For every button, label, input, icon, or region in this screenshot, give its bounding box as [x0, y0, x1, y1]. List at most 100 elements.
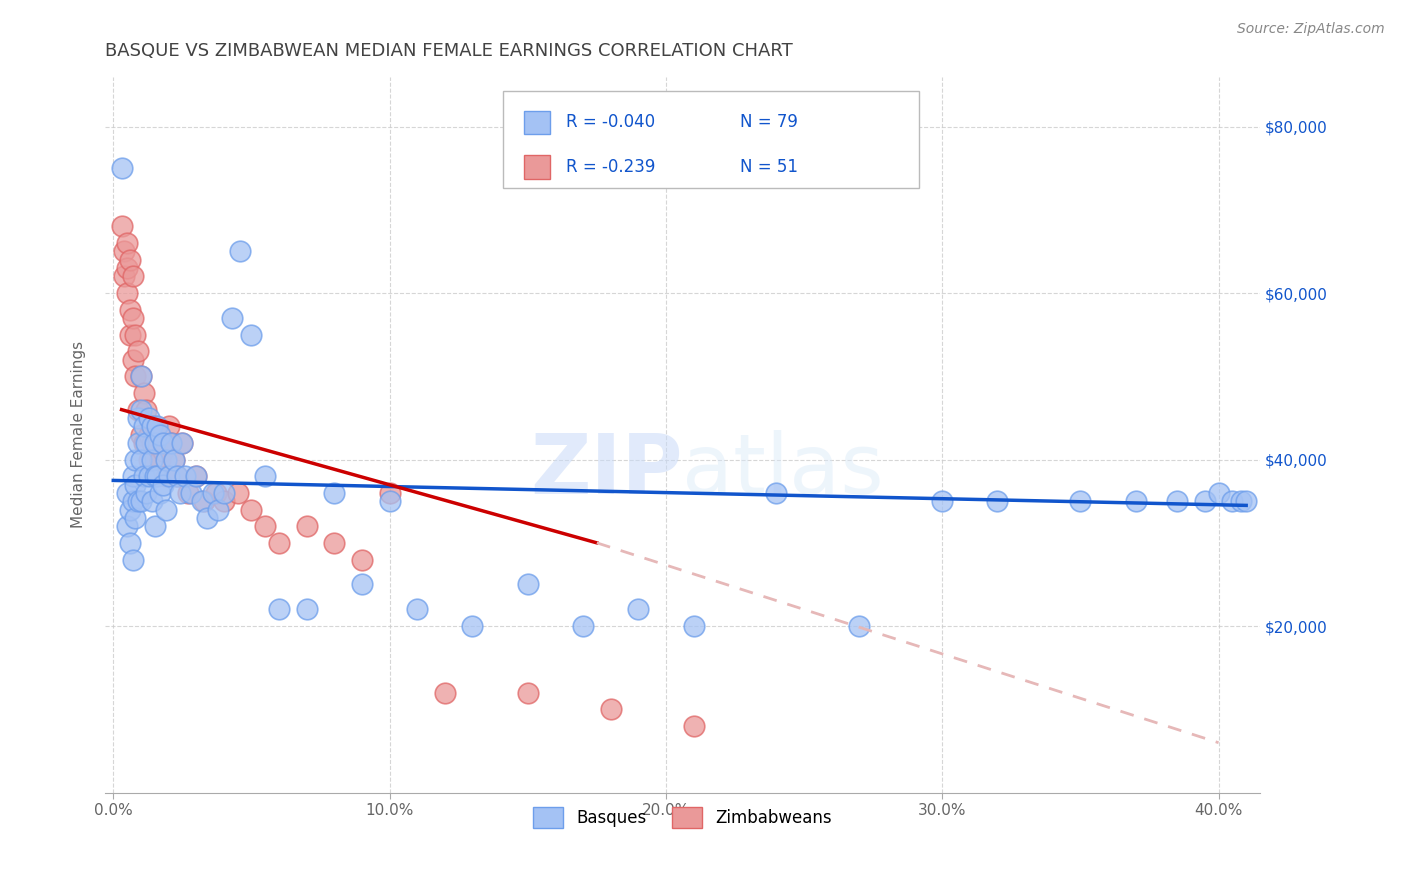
Point [124, 477, 146, 491]
Point [765, 486, 787, 500]
Point [1069, 494, 1091, 508]
Point [138, 452, 160, 467]
Point [229, 244, 252, 259]
Point [599, 702, 621, 716]
Point [127, 436, 149, 450]
Point [115, 261, 138, 276]
Point [118, 302, 141, 317]
Point [516, 686, 538, 700]
Point [378, 486, 401, 500]
Point [1166, 494, 1188, 508]
Point [141, 452, 163, 467]
Point [141, 419, 163, 434]
Point [129, 427, 152, 442]
Point [155, 502, 177, 516]
Point [155, 452, 177, 467]
Point [146, 436, 169, 450]
Point [112, 269, 135, 284]
Point [121, 311, 143, 326]
Point [1234, 494, 1257, 508]
Point [1194, 494, 1216, 508]
Point [138, 469, 160, 483]
Point [186, 469, 208, 483]
Text: atlas: atlas [682, 430, 884, 511]
Point [186, 469, 208, 483]
Point [682, 619, 704, 633]
Point [127, 344, 149, 359]
Point [118, 536, 141, 550]
Point [180, 486, 202, 500]
Text: R = -0.040: R = -0.040 [565, 113, 655, 131]
Point [163, 452, 186, 467]
Point [267, 536, 290, 550]
Point [682, 719, 704, 733]
Point [115, 286, 138, 301]
Point [146, 419, 169, 434]
Point [149, 427, 172, 442]
Point [174, 469, 197, 483]
Point [143, 469, 166, 483]
Legend: Basques, Zimbabweans: Basques, Zimbabweans [527, 801, 838, 834]
Point [240, 327, 263, 342]
Point [155, 469, 177, 483]
Point [121, 352, 143, 367]
Point [118, 252, 141, 267]
Point [195, 511, 218, 525]
Point [986, 494, 1008, 508]
Point [193, 494, 215, 508]
Point [149, 452, 172, 467]
Point [207, 502, 229, 516]
Point [110, 161, 132, 176]
Point [160, 436, 183, 450]
Point [132, 436, 155, 450]
Point [172, 436, 194, 450]
Point [516, 577, 538, 591]
FancyBboxPatch shape [524, 111, 550, 135]
Point [152, 436, 174, 450]
Point [132, 386, 155, 401]
Point [143, 519, 166, 533]
Point [121, 469, 143, 483]
Point [190, 494, 212, 508]
Point [152, 477, 174, 491]
Point [143, 419, 166, 434]
FancyBboxPatch shape [503, 91, 920, 187]
Point [115, 486, 138, 500]
Point [169, 486, 191, 500]
Point [129, 402, 152, 417]
Point [226, 486, 249, 500]
Point [124, 511, 146, 525]
Point [177, 486, 200, 500]
Point [110, 219, 132, 234]
Point [121, 494, 143, 508]
Point [267, 602, 290, 616]
Point [1125, 494, 1147, 508]
Point [433, 686, 456, 700]
Point [848, 619, 870, 633]
Text: BASQUE VS ZIMBABWEAN MEDIAN FEMALE EARNINGS CORRELATION CHART: BASQUE VS ZIMBABWEAN MEDIAN FEMALE EARNI… [105, 42, 793, 60]
Point [172, 436, 194, 450]
Point [157, 419, 180, 434]
Point [461, 619, 484, 633]
Point [254, 469, 277, 483]
Point [124, 327, 146, 342]
Point [132, 469, 155, 483]
Point [129, 494, 152, 508]
Text: Source: ZipAtlas.com: Source: ZipAtlas.com [1237, 22, 1385, 37]
Point [135, 436, 157, 450]
Point [1208, 486, 1230, 500]
Point [212, 486, 235, 500]
Point [124, 452, 146, 467]
Point [152, 444, 174, 458]
Point [221, 311, 243, 326]
Point [135, 402, 157, 417]
Point [204, 486, 226, 500]
Point [135, 486, 157, 500]
Point [350, 552, 373, 566]
Point [166, 469, 188, 483]
Point [112, 244, 135, 259]
Point [212, 494, 235, 508]
Point [295, 519, 318, 533]
Point [141, 436, 163, 450]
Point [931, 494, 953, 508]
